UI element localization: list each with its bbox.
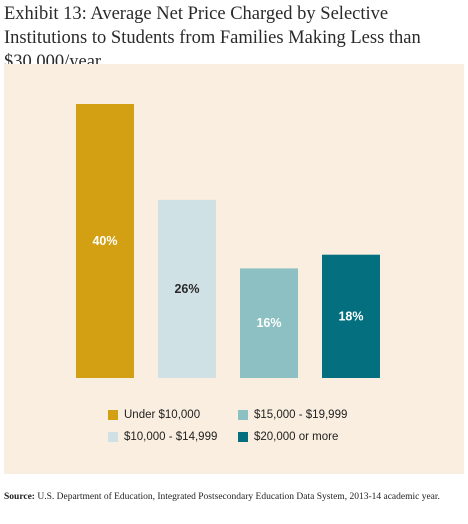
legend-swatch <box>238 410 248 420</box>
legend-label: $10,000 - $14,999 <box>124 431 218 443</box>
legend-swatch <box>238 432 248 442</box>
source-text: U.S. Department of Education, Integrated… <box>37 492 440 502</box>
legend-item: $15,000 - $19,999 <box>238 409 347 421</box>
legend-label: $15,000 - $19,999 <box>254 409 348 421</box>
bar-data-label: 18% <box>338 309 363 323</box>
legend-label: Under $10,000 <box>124 409 201 421</box>
bar-chart: 40% 26% 16% 18% <box>76 104 380 378</box>
bar-data-label: 26% <box>174 282 199 296</box>
bar-4 <box>322 254 380 378</box>
bar-data-label: 16% <box>256 316 281 330</box>
source-label: Source: <box>4 492 35 502</box>
legend-item: Under $10,000 <box>108 409 200 421</box>
legend-label: $20,000 or more <box>254 431 339 443</box>
chart-panel: 40% 26% 16% 18% Under $10,000 $15,000 - $19… <box>4 64 464 474</box>
legend-swatch <box>108 410 118 420</box>
bar-3 <box>240 268 298 378</box>
bar-data-label: 40% <box>92 234 117 248</box>
legend-item: $10,000 - $14,999 <box>108 431 217 443</box>
legend-swatch <box>108 432 118 442</box>
legend-item: $20,000 or more <box>238 431 338 443</box>
bar-1 <box>76 104 134 378</box>
bar-2 <box>158 199 216 378</box>
legend: Under $10,000 $15,000 - $19,999 $10,000 … <box>108 409 408 459</box>
source-note: Source: U.S. Department of Education, In… <box>4 491 464 503</box>
